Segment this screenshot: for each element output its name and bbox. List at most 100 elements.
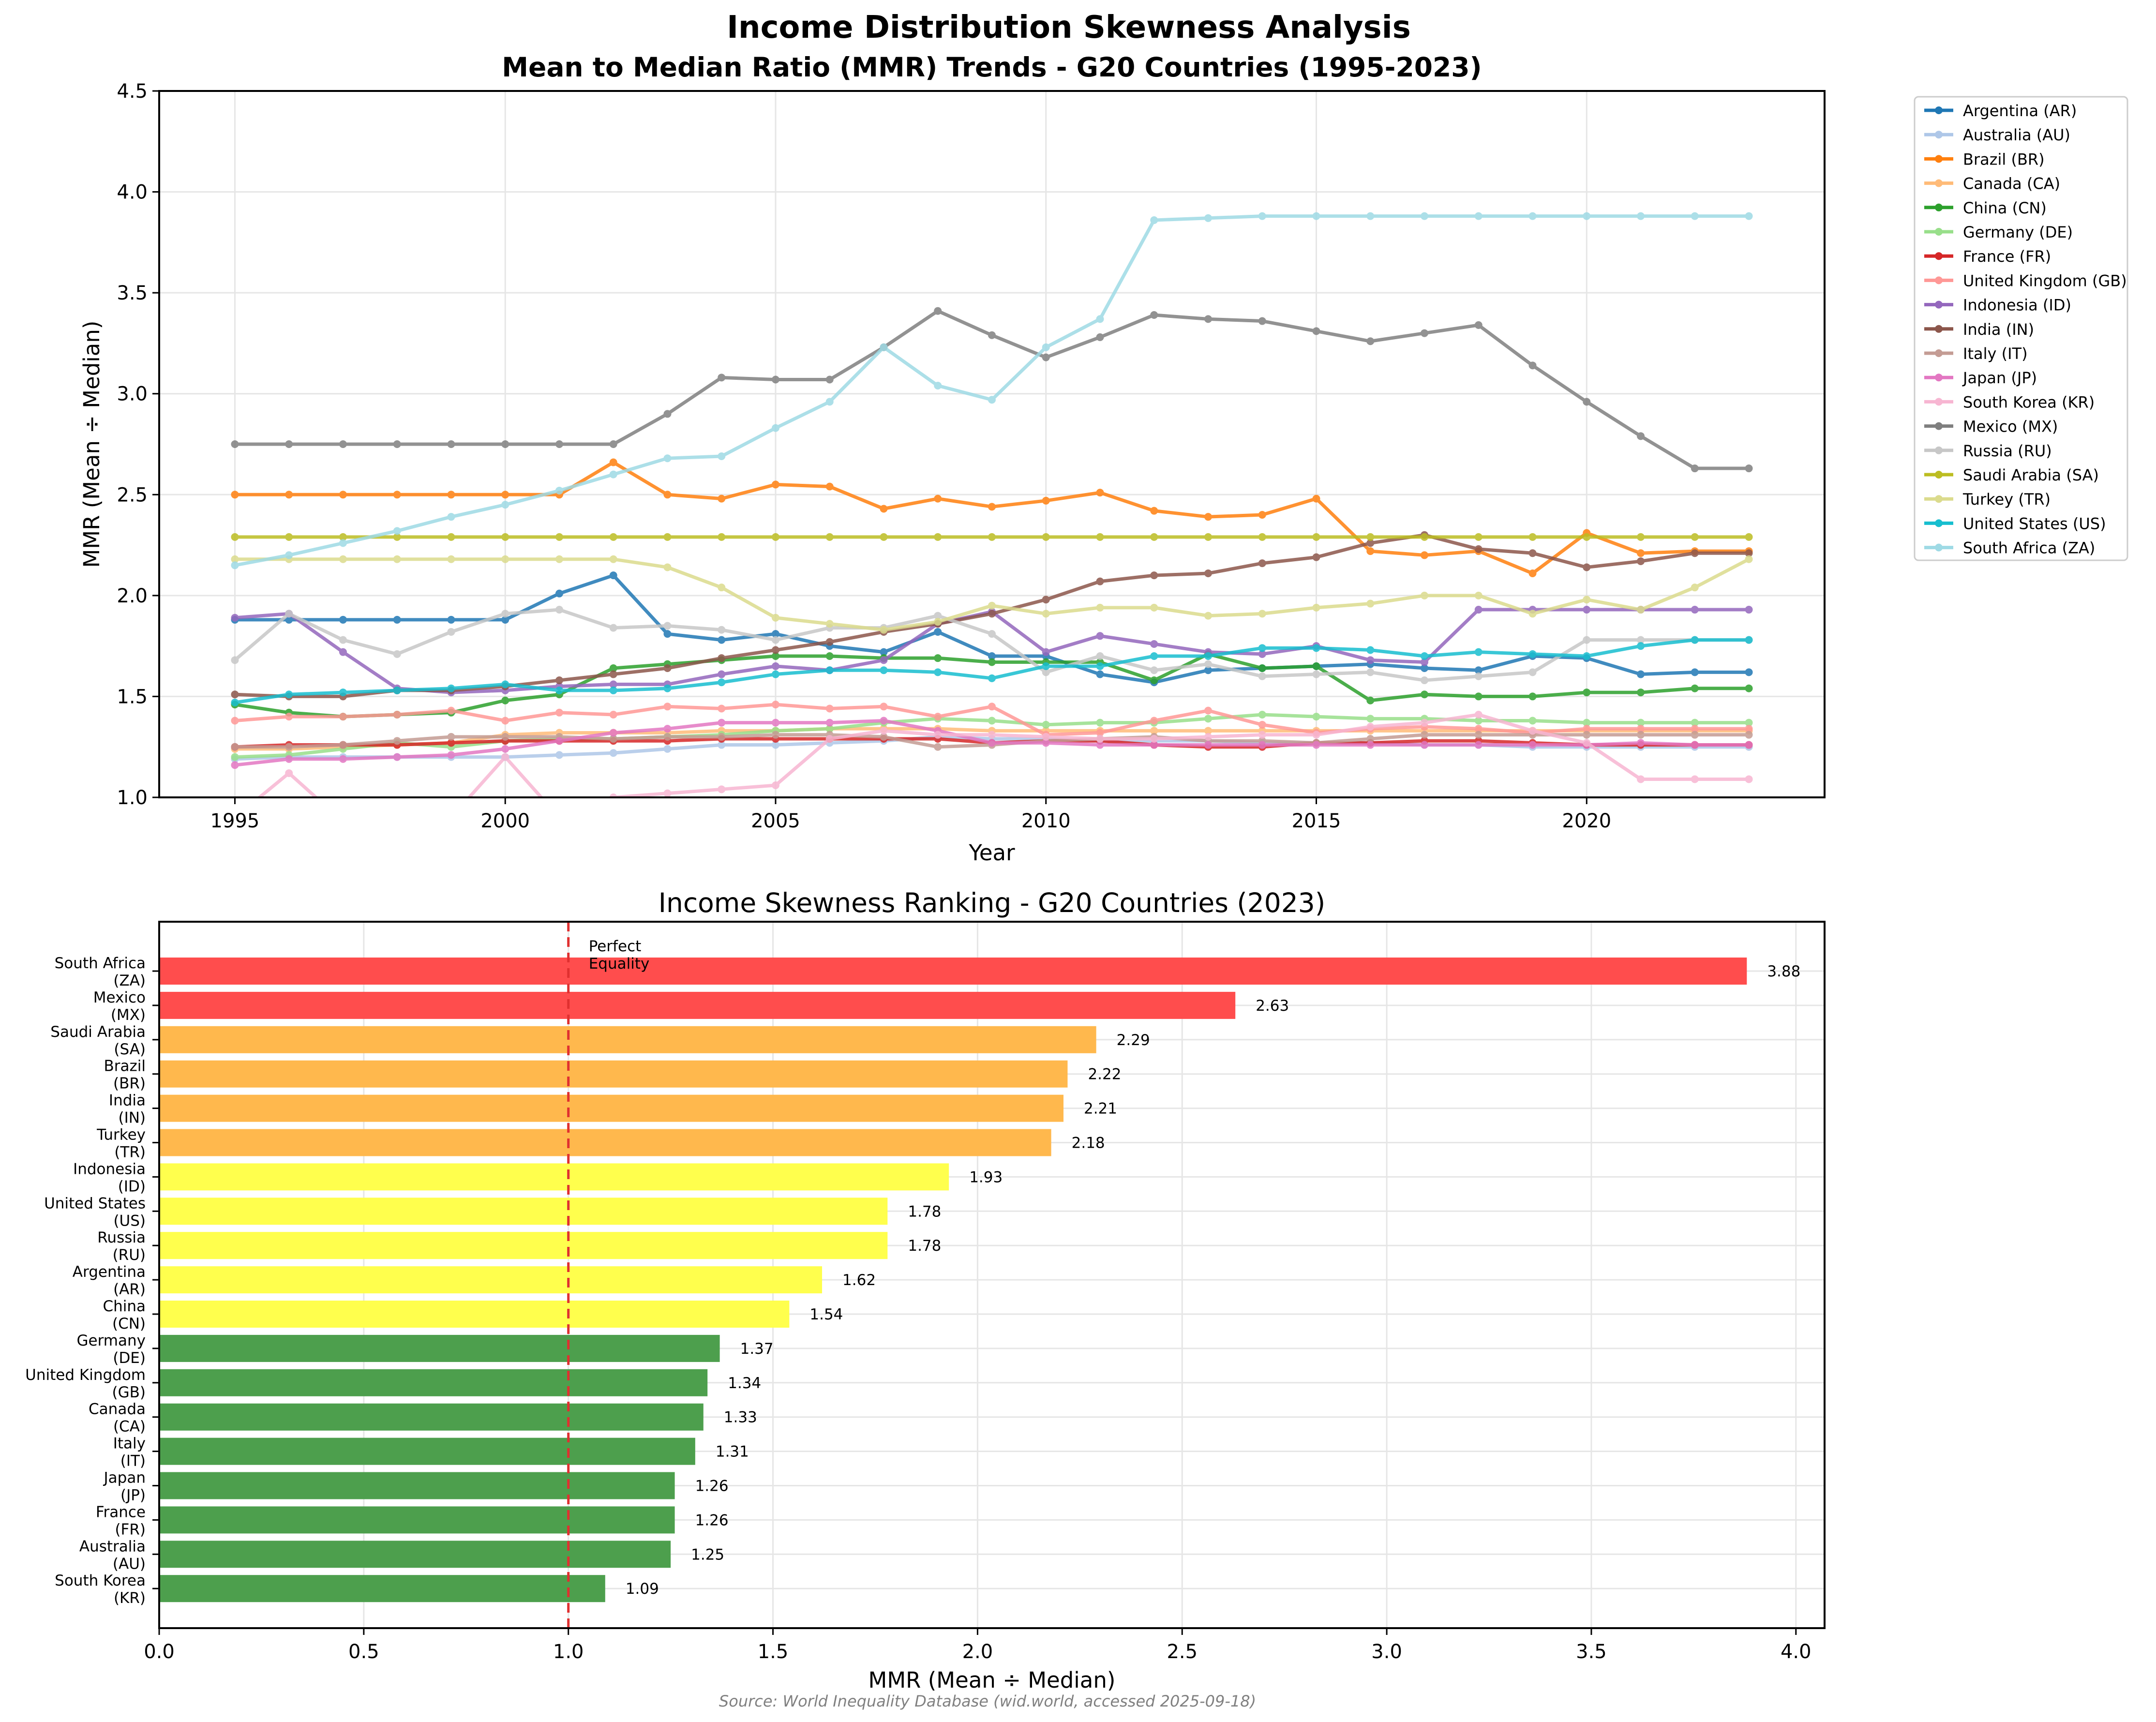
data-point-south-africa-za xyxy=(447,513,455,521)
data-point-saudi-arabia-sa xyxy=(1421,533,1429,541)
data-point-germany-de xyxy=(1637,719,1645,727)
data-point-russia-ru xyxy=(1366,668,1375,676)
data-point-india-in xyxy=(555,676,563,685)
data-point-argentina-ar xyxy=(934,628,942,636)
legend-marker-brazil-br xyxy=(1935,155,1943,163)
source-note: Source: World Inequality Database (wid.w… xyxy=(719,1692,1256,1710)
data-point-australia-au xyxy=(718,741,726,749)
data-point-turkey-tr xyxy=(1096,603,1104,612)
data-point-italy-it xyxy=(1745,731,1753,739)
data-point-south-korea-kr xyxy=(718,785,726,794)
data-point-saudi-arabia-sa xyxy=(1583,533,1591,541)
data-point-germany-de xyxy=(1096,719,1104,727)
bar xyxy=(159,1472,675,1499)
data-point-italy-it xyxy=(285,743,293,751)
data-point-brazil-br xyxy=(880,505,888,513)
data-point-japan-jp xyxy=(718,719,726,727)
data-point-south-africa-za xyxy=(1691,212,1699,220)
data-point-south-africa-za xyxy=(1150,216,1158,224)
data-point-india-in xyxy=(1745,549,1753,557)
legend-marker-india-in xyxy=(1935,325,1943,333)
data-point-indonesia-id xyxy=(1421,658,1429,666)
bar-chart-frame xyxy=(158,921,1826,1629)
data-point-mexico-mx xyxy=(1096,333,1104,341)
legend-label-germany-de: Germany (DE) xyxy=(1963,223,2073,241)
data-point-saudi-arabia-sa xyxy=(339,533,347,541)
data-point-argentina-ar xyxy=(285,615,293,624)
line-chart-y-tick-label: 4.0 xyxy=(117,181,148,204)
data-point-united-kingdom-gb xyxy=(555,708,563,717)
data-point-south-africa-za xyxy=(663,454,672,463)
data-point-south-korea-kr xyxy=(1637,775,1645,783)
data-point-russia-ru xyxy=(1637,636,1645,644)
data-point-south-africa-za xyxy=(880,343,888,351)
data-point-mexico-mx xyxy=(393,440,401,448)
bar-value-label: 1.62 xyxy=(842,1272,876,1289)
legend-label-indonesia-id: Indonesia (ID) xyxy=(1963,296,2071,314)
data-point-united-kingdom-gb xyxy=(1258,720,1266,729)
legend-label-turkey-tr: Turkey (TR) xyxy=(1962,490,2051,509)
data-point-brazil-br xyxy=(1096,489,1104,497)
data-point-russia-ru xyxy=(231,656,239,664)
bar-chart-x-tick-label: 1.0 xyxy=(553,1641,584,1663)
data-point-argentina-ar xyxy=(1421,664,1429,673)
data-point-mexico-mx xyxy=(501,440,509,448)
data-point-russia-ru xyxy=(1204,660,1213,668)
data-point-india-in xyxy=(1042,596,1050,604)
bar-chart-category-label: Russia (RU) xyxy=(97,1229,146,1264)
legend-label-italy-it: Italy (IT) xyxy=(1963,344,2028,363)
data-point-china-cn xyxy=(1583,689,1591,697)
data-point-south-korea-kr xyxy=(1366,723,1375,731)
data-point-japan-jp xyxy=(880,717,888,725)
series-line-south-africa-za xyxy=(234,214,1749,567)
bar-chart-x-tick-label: 4.0 xyxy=(1781,1641,1812,1663)
data-point-france-fr xyxy=(447,739,455,747)
data-point-saudi-arabia-sa xyxy=(1150,533,1158,541)
data-point-brazil-br xyxy=(447,491,455,499)
data-point-australia-au xyxy=(609,749,617,757)
line-chart-title: Mean to Median Ratio (MMR) Trends - G20 … xyxy=(502,52,1482,83)
data-point-united-kingdom-gb xyxy=(231,717,239,725)
data-point-south-africa-za xyxy=(231,561,239,569)
bar-value-label: 1.93 xyxy=(969,1168,1003,1186)
data-point-germany-de xyxy=(1474,717,1482,725)
data-point-indonesia-id xyxy=(1583,606,1591,614)
data-point-brazil-br xyxy=(501,491,509,499)
data-point-united-states-us xyxy=(1258,644,1266,652)
data-point-united-states-us xyxy=(988,674,996,682)
data-point-turkey-tr xyxy=(1366,599,1375,608)
data-point-united-states-us xyxy=(1312,644,1320,652)
data-point-india-in xyxy=(771,646,779,654)
data-point-south-korea-kr xyxy=(1691,775,1699,783)
data-point-japan-jp xyxy=(231,761,239,769)
data-point-mexico-mx xyxy=(663,410,672,418)
bar xyxy=(159,1163,949,1191)
data-point-south-africa-za xyxy=(1745,212,1753,220)
data-point-japan-jp xyxy=(501,745,509,753)
data-point-south-africa-za xyxy=(1528,212,1537,220)
data-point-south-korea-kr xyxy=(988,731,996,739)
data-point-saudi-arabia-sa xyxy=(285,533,293,541)
data-point-russia-ru xyxy=(1421,676,1429,685)
data-point-turkey-tr xyxy=(1258,610,1266,618)
data-point-saudi-arabia-sa xyxy=(718,533,726,541)
data-point-italy-it xyxy=(880,733,888,741)
data-point-saudi-arabia-sa xyxy=(771,533,779,541)
data-point-italy-it xyxy=(1421,731,1429,739)
data-point-south-korea-kr xyxy=(447,814,455,822)
data-point-south-korea-kr xyxy=(1204,733,1213,741)
bar-chart-category-label: Mexico (MX) xyxy=(93,989,146,1024)
data-point-china-cn xyxy=(1312,662,1320,670)
data-point-saudi-arabia-sa xyxy=(1204,533,1213,541)
data-point-south-africa-za xyxy=(555,486,563,494)
data-point-turkey-tr xyxy=(988,601,996,610)
data-point-argentina-ar xyxy=(1637,670,1645,678)
legend-label-saudi-arabia-sa: Saudi Arabia (SA) xyxy=(1963,466,2099,484)
data-point-india-in xyxy=(1204,569,1213,577)
data-point-brazil-br xyxy=(718,494,726,503)
data-point-saudi-arabia-sa xyxy=(988,533,996,541)
data-point-south-africa-za xyxy=(1258,212,1266,220)
data-point-italy-it xyxy=(1366,735,1375,743)
data-point-argentina-ar xyxy=(1691,668,1699,676)
data-point-turkey-tr xyxy=(609,555,617,563)
